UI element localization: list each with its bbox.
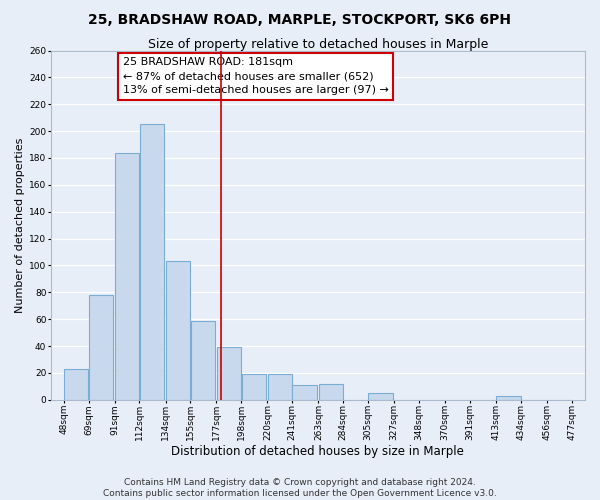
- Bar: [496, 396, 521, 400]
- Bar: [368, 393, 393, 400]
- Y-axis label: Number of detached properties: Number of detached properties: [15, 138, 25, 313]
- Bar: [292, 385, 317, 400]
- Bar: [268, 374, 292, 400]
- Title: Size of property relative to detached houses in Marple: Size of property relative to detached ho…: [148, 38, 488, 51]
- Bar: [89, 295, 113, 400]
- Text: 25, BRADSHAW ROAD, MARPLE, STOCKPORT, SK6 6PH: 25, BRADSHAW ROAD, MARPLE, STOCKPORT, SK…: [89, 12, 511, 26]
- Bar: [166, 262, 190, 400]
- Text: 25 BRADSHAW ROAD: 181sqm
← 87% of detached houses are smaller (652)
13% of semi-: 25 BRADSHAW ROAD: 181sqm ← 87% of detach…: [123, 58, 389, 96]
- X-axis label: Distribution of detached houses by size in Marple: Distribution of detached houses by size …: [172, 444, 464, 458]
- Bar: [319, 384, 343, 400]
- Text: Contains HM Land Registry data © Crown copyright and database right 2024.
Contai: Contains HM Land Registry data © Crown c…: [103, 478, 497, 498]
- Bar: [242, 374, 266, 400]
- Bar: [217, 348, 241, 400]
- Bar: [64, 369, 88, 400]
- Bar: [140, 124, 164, 400]
- Bar: [115, 152, 139, 400]
- Bar: [191, 320, 215, 400]
